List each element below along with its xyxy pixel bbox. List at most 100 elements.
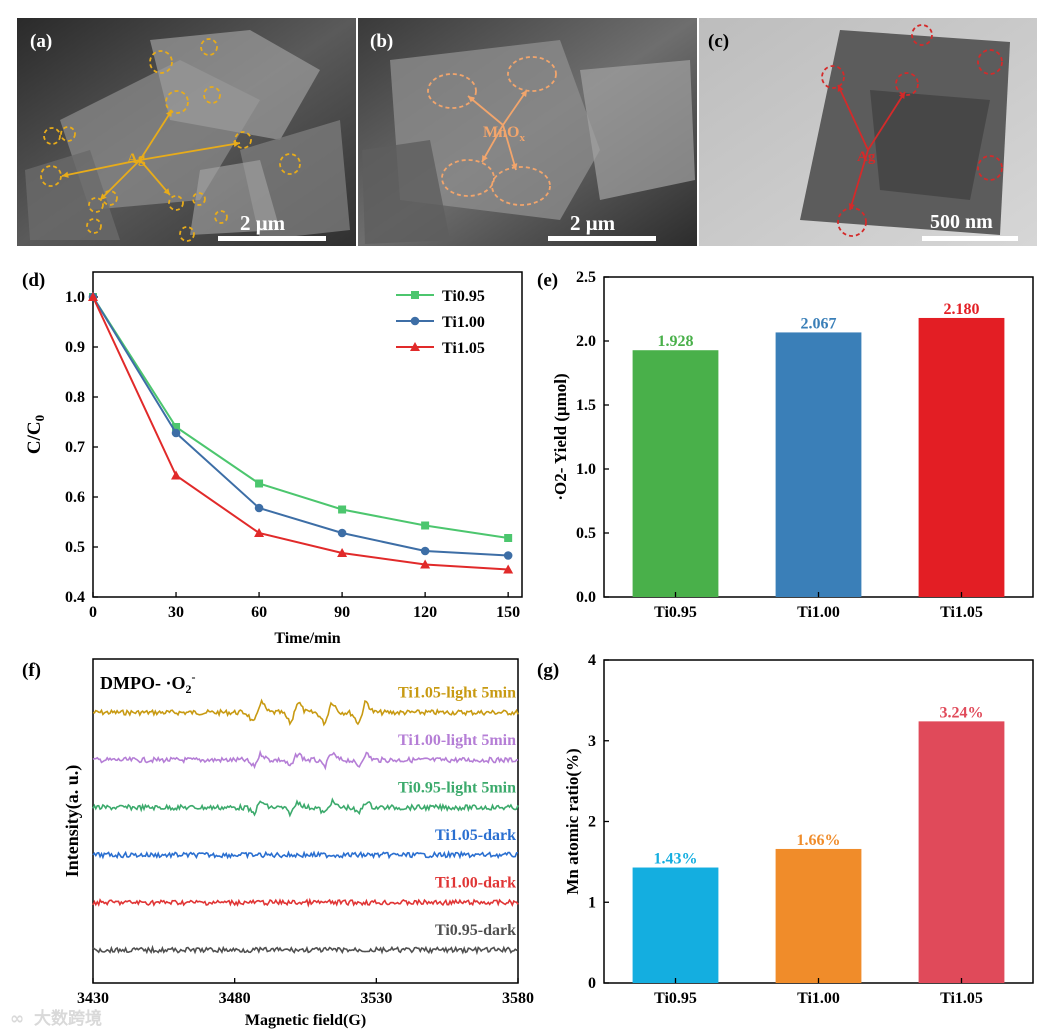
panel-a-plate — [150, 30, 320, 140]
arrow-line — [502, 89, 528, 126]
arrow-line — [61, 159, 141, 177]
bar-Ti1.00 — [775, 332, 862, 597]
arrow-line — [139, 109, 173, 161]
panel-a-label: (a) — [30, 31, 52, 52]
data-point-Ti1.05 — [171, 470, 182, 480]
panel-b-mnox-label: MnOx — [483, 124, 525, 144]
legend-label-Ti1.00: Ti1.00 — [442, 314, 485, 331]
arrow-head — [511, 163, 518, 170]
arrow-head — [468, 96, 475, 103]
y-tick-label: 0.5 — [576, 525, 596, 542]
chart-title-main: DMPO- ·O — [100, 673, 185, 693]
data-point-Ti0.95 — [421, 521, 430, 530]
y-tick-label: 0.4 — [65, 589, 85, 606]
panel-b-mnox-markers — [427, 56, 557, 206]
panel-a-scale-label: 2 μm — [240, 211, 286, 235]
mnox-ellipse — [491, 166, 551, 206]
panel-e-chart: 0.0 0.5 1.0 1.5 2.0 2.5 Ti0.95 1.928 Ti1.00 2.067… — [551, 269, 1034, 621]
data-point-Ti1.05 — [420, 559, 431, 569]
plot-frame — [92, 271, 523, 598]
panel-a-scale-bar — [218, 236, 326, 241]
marker-circle — [977, 49, 1003, 75]
y-tick-label: 2 — [588, 814, 596, 831]
watermark-text: 大数跨境 — [34, 1008, 102, 1029]
panel-b-label: (b) — [370, 31, 393, 52]
x-tick-label: 3580 — [502, 990, 534, 1007]
marker-circle — [279, 153, 301, 175]
arrow-line — [481, 124, 504, 163]
arrow-head — [837, 85, 844, 92]
marker-circle — [203, 86, 221, 104]
panel-b-mnox-arrows — [467, 89, 528, 171]
marker-circle — [214, 210, 228, 224]
panel-a-ag-arrows — [61, 109, 241, 201]
watermark-logo-icon: ∞ — [10, 1009, 24, 1029]
spectrum-Ti0.95-light 5min — [92, 797, 519, 818]
y-tick-label: 0.6 — [65, 489, 85, 506]
x-axis-label: Time/min — [274, 630, 340, 647]
x-tick-label-Ti0.95: Ti0.95 — [654, 990, 697, 1007]
panel-b-plate — [580, 60, 695, 200]
bar-value-label-Ti0.95: 1.43% — [654, 851, 698, 868]
panel-a-micrograph: Ag 2 μm (a) — [17, 18, 356, 246]
y-tick-label: 1.0 — [65, 289, 85, 306]
x-tick-label: 0 — [89, 604, 97, 621]
x-tick-label: 30 — [168, 604, 184, 621]
x-tick-label: 90 — [334, 604, 350, 621]
y-axis-label-subscript: 0 — [32, 415, 47, 422]
y-tick-label: 2.5 — [576, 269, 596, 286]
x-tick-label: 3530 — [360, 990, 392, 1007]
spectrum-label-Ti1.05-light 5min: Ti1.05-light 5min — [398, 685, 516, 702]
arrow-head — [100, 193, 107, 200]
panel-c-ag-label: Ag — [857, 149, 876, 165]
chart-title-superscript: - — [191, 670, 195, 684]
arrow-line — [502, 124, 517, 171]
marker-circle — [149, 50, 173, 74]
chart-title-subscript: 2 — [185, 682, 191, 696]
x-tick-label: 3480 — [219, 990, 251, 1007]
data-point-Ti0.95 — [504, 534, 513, 542]
spectrum-label-Ti1.00-dark: Ti1.00-dark — [435, 875, 516, 892]
y-tick-label: 1.5 — [576, 397, 596, 414]
arrow-head — [165, 110, 172, 117]
arrow-head — [62, 171, 69, 178]
x-axis-label: Magnetic field(G) — [245, 1012, 366, 1029]
legend-marker-Ti0.95 — [411, 291, 419, 299]
bar-Ti0.95 — [632, 350, 719, 597]
y-axis-label: Mn atomic ratio(%) — [563, 748, 582, 894]
marker-circle — [43, 127, 61, 145]
panel-b-mnox-main: MnO — [483, 124, 519, 141]
arrow-head — [898, 92, 905, 99]
bar-value-label-Ti0.95: 1.928 — [658, 333, 694, 350]
arrow-line — [99, 159, 141, 201]
y-tick-label: 0.0 — [576, 589, 596, 606]
data-point-Ti0.95 — [172, 423, 181, 431]
y-axis-label: C/C0 — [24, 415, 47, 454]
series-line-Ti1.05 — [92, 296, 509, 571]
marker-circle — [837, 207, 867, 237]
data-point-Ti1.00 — [337, 528, 347, 538]
marker-circle — [234, 131, 252, 149]
y-axis-label: ·O2- Yield (μmol) — [551, 373, 570, 500]
bar-Ti1.00 — [775, 848, 862, 983]
x-tick-label-Ti1.00: Ti1.00 — [797, 604, 840, 621]
bar-Ti0.95 — [632, 867, 719, 983]
spectrum-label-Ti1.05-dark: Ti1.05-dark — [435, 827, 516, 844]
spectrum-Ti1.00-light 5min — [92, 749, 519, 771]
panel-c-particle-shadow — [870, 90, 990, 200]
bar-value-label-Ti1.00: 2.067 — [801, 315, 837, 332]
legend-marker-Ti1.00 — [410, 316, 420, 326]
chart-title: DMPO- ·O2- — [100, 670, 195, 696]
bar-value-label-Ti1.05: 2.180 — [944, 301, 980, 318]
arrow-line — [467, 95, 504, 126]
arrow-line — [867, 91, 906, 151]
panel-b-scale-bar — [548, 236, 656, 241]
data-point-Ti0.95 — [338, 505, 347, 514]
x-tick-label-Ti1.05: Ti1.05 — [940, 990, 983, 1007]
bar-Ti1.05 — [918, 721, 1005, 983]
data-point-Ti1.00 — [171, 428, 181, 438]
panel-a-plate — [25, 150, 120, 240]
y-tick-label: 0 — [588, 975, 596, 992]
arrow-line — [837, 84, 869, 151]
